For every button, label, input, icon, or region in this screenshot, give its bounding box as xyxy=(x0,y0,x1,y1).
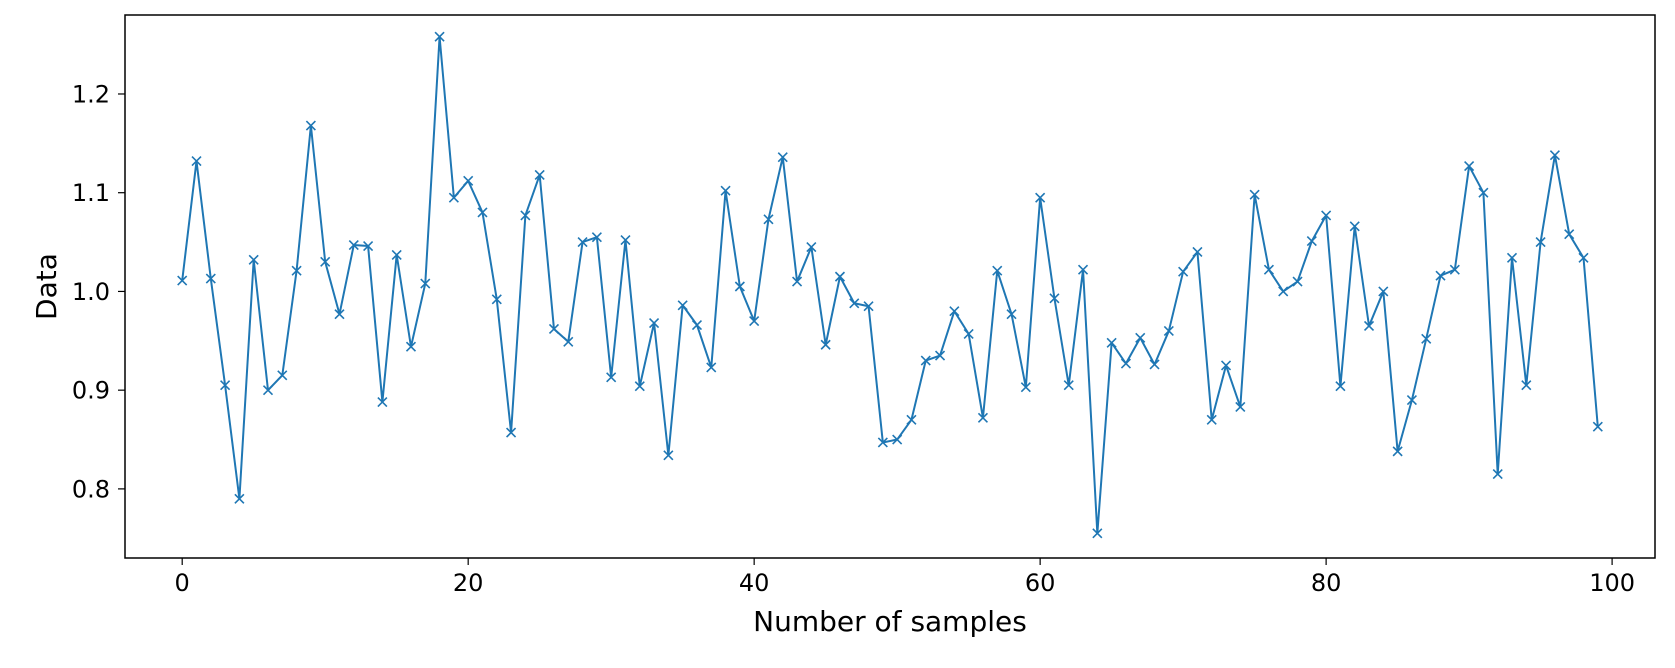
x-tick-label: 0 xyxy=(175,569,190,597)
y-axis-label: Data xyxy=(30,253,63,320)
y-tick-label: 0.9 xyxy=(72,377,110,405)
line-chart-container: 0 20 40 60 80 100 0.8 0.9 1.0 1.1 1.2 Number of sam… xyxy=(0,0,1675,668)
y-tick-label: 1.0 xyxy=(72,278,110,306)
x-tick-label: 80 xyxy=(1311,569,1342,597)
y-tick-label: 0.8 xyxy=(72,475,110,503)
x-tick-label: 20 xyxy=(453,569,484,597)
x-tick-label: 100 xyxy=(1589,569,1635,597)
y-tick-label: 1.2 xyxy=(72,80,110,108)
x-tick-label: 60 xyxy=(1025,569,1056,597)
y-tick-label: 1.1 xyxy=(72,179,110,207)
chart-bg xyxy=(0,0,1675,668)
line-chart: 0 20 40 60 80 100 0.8 0.9 1.0 1.1 1.2 Number of sam… xyxy=(0,0,1675,668)
x-tick-label: 40 xyxy=(739,569,770,597)
x-axis-label: Number of samples xyxy=(753,605,1027,638)
